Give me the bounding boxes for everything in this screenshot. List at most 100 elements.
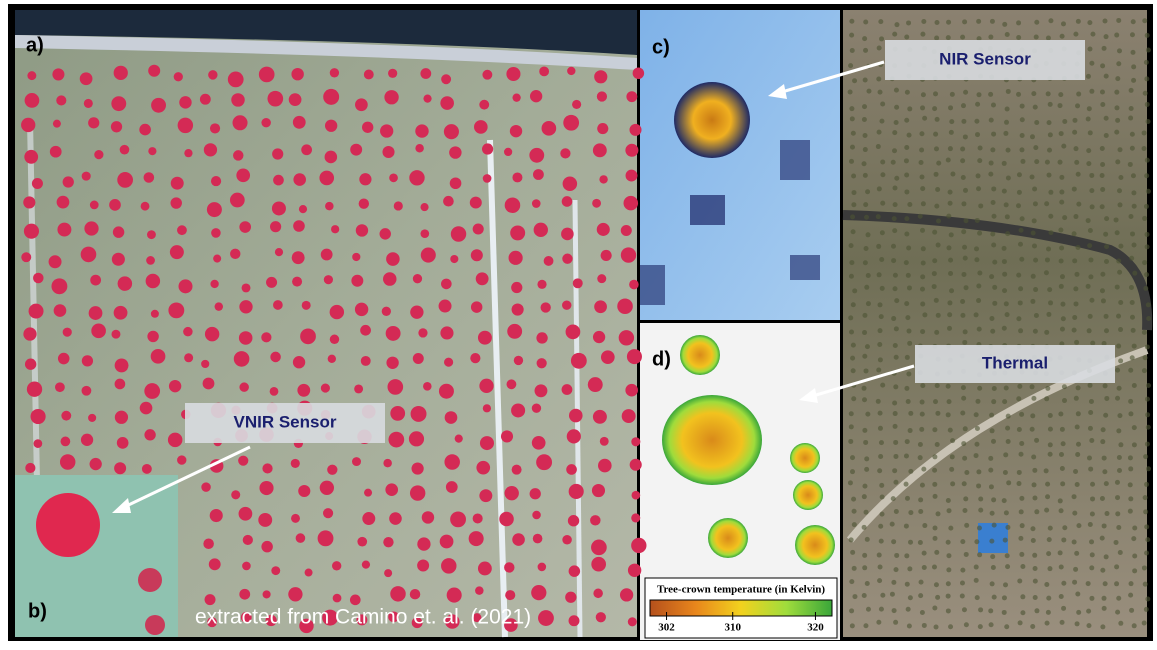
olive-tree <box>920 400 925 405</box>
olive-tree <box>976 19 981 24</box>
olive-tree <box>1003 470 1008 475</box>
olive-tree <box>1114 130 1119 135</box>
olive-tree <box>880 159 885 164</box>
olive-tree <box>934 624 939 629</box>
colorbar-tick-label: 320 <box>807 622 824 634</box>
tree-crown <box>318 530 334 546</box>
tree-crown <box>569 484 584 499</box>
olive-tree <box>1048 452 1053 457</box>
tree-crown <box>351 275 363 287</box>
olive-tree <box>936 243 941 248</box>
tree-crown <box>261 118 270 127</box>
olive-tree <box>1033 329 1038 334</box>
tree-crown <box>506 67 520 81</box>
olive-tree <box>880 593 885 598</box>
olive-tree <box>863 623 868 628</box>
olive-tree <box>932 106 937 111</box>
tree-crown <box>624 196 639 211</box>
tree-crown <box>504 562 514 572</box>
olive-tree <box>1075 592 1080 597</box>
olive-tree <box>1016 273 1021 278</box>
olive-tree <box>1076 411 1081 416</box>
olive-tree <box>1045 482 1050 487</box>
tree-crown <box>450 255 458 263</box>
tree-crown <box>597 91 607 101</box>
olive-tree <box>876 77 881 82</box>
colorbar-title: Tree-crown temperature (in Kelvin) <box>657 584 825 596</box>
olive-tree <box>946 35 951 40</box>
olive-tree <box>852 288 857 293</box>
olive-tree <box>948 105 953 110</box>
olive-tree <box>880 102 885 107</box>
tree-crown <box>82 386 92 396</box>
olive-tree <box>1044 330 1049 335</box>
tree-crown <box>94 150 103 159</box>
tree-crown <box>174 72 183 81</box>
olive-tree <box>862 565 867 570</box>
olive-tree <box>1045 160 1050 165</box>
olive-tree <box>978 145 983 150</box>
olive-tree <box>933 91 938 96</box>
olive-tree <box>1048 526 1053 531</box>
olive-tree <box>1059 452 1064 457</box>
olive-tree <box>848 63 853 68</box>
olive-tree <box>1129 106 1134 111</box>
olive-tree <box>904 173 909 178</box>
olive-tree <box>988 35 993 40</box>
olive-tree <box>936 161 941 166</box>
olive-tree <box>1020 523 1025 528</box>
olive-tree <box>1103 383 1108 388</box>
olive-tree <box>863 147 868 152</box>
olive-tree <box>879 119 884 124</box>
olive-tree <box>950 481 955 486</box>
olive-tree <box>862 428 867 433</box>
olive-tree <box>851 229 856 234</box>
olive-tree <box>862 494 867 499</box>
olive-tree <box>850 550 855 555</box>
olive-tree <box>1130 315 1135 320</box>
olive-tree <box>919 580 924 585</box>
olive-tree <box>974 412 979 417</box>
olive-tree <box>921 92 926 97</box>
tree-crown <box>532 511 541 520</box>
olive-tree <box>1101 298 1106 303</box>
olive-tree <box>1061 21 1066 26</box>
olive-tree <box>975 426 980 431</box>
tree-crown <box>478 331 492 345</box>
olive-tree <box>920 32 925 37</box>
olive-tree <box>976 469 981 474</box>
olive-tree <box>1114 540 1119 545</box>
tree-crown <box>350 144 362 156</box>
tree-crown <box>617 298 633 314</box>
olive-tree <box>1046 610 1051 615</box>
tree-crown <box>567 429 581 443</box>
olive-tree <box>851 302 856 307</box>
tree-crown <box>111 121 122 132</box>
olive-tree <box>920 329 925 334</box>
olive-tree <box>1118 327 1123 332</box>
olive-tree <box>892 130 897 135</box>
olive-tree <box>1045 257 1050 262</box>
olive-tree <box>975 102 980 107</box>
olive-tree <box>878 328 883 333</box>
olive-tree <box>891 160 896 165</box>
olive-tree <box>1073 469 1078 474</box>
olive-tree <box>1048 300 1053 305</box>
olive-tree <box>894 509 899 514</box>
olive-tree <box>1131 19 1136 24</box>
olive-tree <box>880 230 885 235</box>
olive-tree <box>1100 204 1105 209</box>
olive-tree <box>921 246 926 251</box>
olive-tree <box>906 329 911 334</box>
tree-crown <box>293 116 306 129</box>
tree-crown <box>471 249 483 261</box>
tree-crown <box>532 436 546 450</box>
olive-tree <box>863 202 868 207</box>
olive-tree <box>1146 302 1151 307</box>
tree-crown <box>146 256 155 265</box>
olive-tree <box>935 187 940 192</box>
tree-crown <box>388 69 397 78</box>
olive-tree <box>989 118 994 123</box>
olive-tree <box>1046 551 1051 556</box>
tree-crown <box>565 592 576 603</box>
